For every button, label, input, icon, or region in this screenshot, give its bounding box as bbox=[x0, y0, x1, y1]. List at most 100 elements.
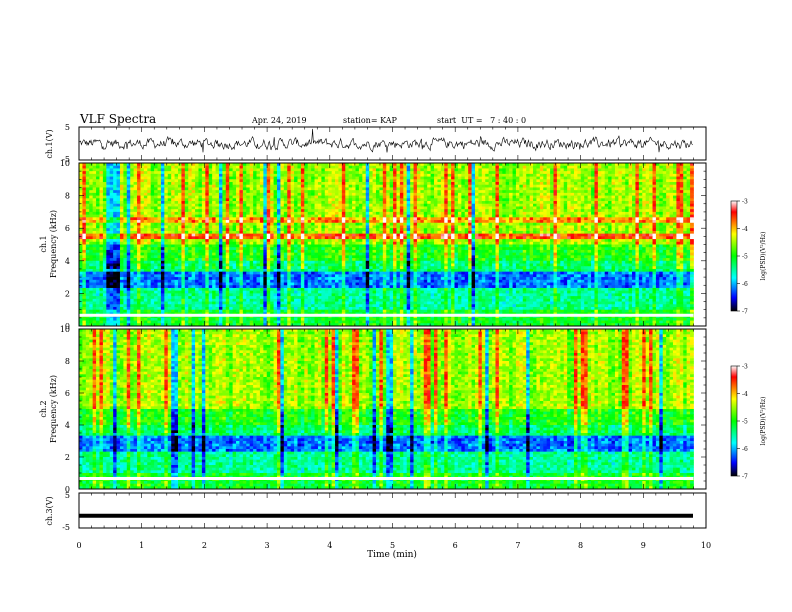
spectrogram-cell bbox=[267, 225, 271, 228]
spectrogram-cell bbox=[332, 223, 336, 226]
spectrogram-cell bbox=[653, 223, 657, 226]
spectrogram-cell bbox=[178, 204, 182, 207]
spectrogram-cell bbox=[342, 179, 346, 182]
spectrogram-cell bbox=[680, 187, 684, 190]
spectrogram-cell bbox=[195, 234, 199, 237]
spectrogram-cell bbox=[499, 182, 503, 185]
spectrogram-cell bbox=[414, 193, 418, 196]
spectrogram-cell bbox=[386, 234, 390, 237]
spectrogram-cell bbox=[294, 187, 298, 190]
spectrogram-cell bbox=[158, 231, 162, 234]
spectrogram-cell bbox=[478, 217, 482, 220]
spectrogram-cell bbox=[342, 177, 346, 180]
spectrogram-cell bbox=[581, 193, 585, 196]
spectrogram-cell bbox=[86, 228, 90, 231]
spectrogram-cell bbox=[93, 204, 97, 207]
spectrogram-cell bbox=[670, 198, 674, 201]
spectrogram-cell bbox=[120, 201, 124, 204]
spectrogram-cell bbox=[383, 185, 387, 188]
spectrogram-cell bbox=[168, 206, 172, 209]
spectrogram-cell bbox=[622, 220, 626, 223]
spectrogram-cell bbox=[134, 231, 138, 234]
spectrogram-cell bbox=[622, 228, 626, 231]
spectrogram-cell bbox=[437, 209, 441, 212]
spectrogram-cell bbox=[267, 228, 271, 231]
spectrogram-cell bbox=[448, 220, 452, 223]
spectrogram-cell bbox=[591, 166, 595, 169]
spectrogram-cell bbox=[229, 193, 233, 196]
spectrogram-cell bbox=[349, 225, 353, 228]
spectrogram-cell bbox=[127, 171, 131, 174]
spectrogram-cell bbox=[639, 234, 643, 237]
spectrogram-cell bbox=[550, 182, 554, 185]
spectrogram-cell bbox=[216, 217, 220, 220]
spectrogram-cell bbox=[499, 217, 503, 220]
spectrogram-cell bbox=[506, 179, 510, 182]
spectrogram-cell bbox=[622, 174, 626, 177]
spectrogram-cell bbox=[523, 217, 527, 220]
spectrogram-cell bbox=[431, 182, 435, 185]
spectrogram-cell bbox=[451, 168, 455, 171]
spectrogram-cell bbox=[257, 193, 261, 196]
spectrogram-cell bbox=[547, 234, 551, 237]
spectrogram-cell bbox=[253, 225, 257, 228]
spectrogram-cell bbox=[571, 215, 575, 218]
spectrogram-cell bbox=[635, 171, 639, 174]
spectrogram-cell bbox=[509, 234, 513, 237]
spectrogram-cell bbox=[673, 171, 677, 174]
spectrogram-cell bbox=[608, 182, 612, 185]
spectrogram-cell bbox=[161, 193, 165, 196]
spectrogram-cell bbox=[222, 185, 226, 188]
spectrogram-cell bbox=[516, 234, 520, 237]
spectrogram-cell bbox=[414, 212, 418, 215]
spectrogram-cell bbox=[403, 196, 407, 199]
spectrogram-cell bbox=[461, 223, 465, 226]
spectrogram-cell bbox=[229, 168, 233, 171]
spectrogram-cell bbox=[451, 231, 455, 234]
spectrogram-cell bbox=[301, 177, 305, 180]
spectrogram-cell bbox=[642, 185, 646, 188]
spectrogram-cell bbox=[506, 225, 510, 228]
spectrogram-cell bbox=[297, 225, 301, 228]
spectrogram-cell bbox=[373, 225, 377, 228]
spectrogram-cell bbox=[181, 185, 185, 188]
spectrogram-cell bbox=[369, 225, 373, 228]
spectrogram-cell bbox=[472, 217, 476, 220]
spectrogram-cell bbox=[277, 185, 281, 188]
spectrogram-cell bbox=[99, 204, 103, 207]
spectrogram-cell bbox=[338, 174, 342, 177]
spectrogram-cell bbox=[472, 182, 476, 185]
spectrogram-cell bbox=[495, 225, 499, 228]
spectrogram-cell bbox=[284, 177, 288, 180]
spectrogram-cell bbox=[185, 179, 189, 182]
spectrogram-cell bbox=[117, 225, 121, 228]
spectrogram-cell bbox=[414, 225, 418, 228]
spectrogram-cell bbox=[229, 225, 233, 228]
spectrogram-cell bbox=[257, 196, 261, 199]
spectrogram-cell bbox=[605, 206, 609, 209]
spectrogram-cell bbox=[475, 212, 479, 215]
spectrogram-cell bbox=[315, 182, 319, 185]
spectrogram-cell bbox=[612, 223, 616, 226]
spectrogram-cell bbox=[178, 193, 182, 196]
spectrogram-cell bbox=[465, 198, 469, 201]
spectrogram-cell bbox=[591, 217, 595, 220]
spectrogram-cell bbox=[161, 171, 165, 174]
spectrogram-cell bbox=[328, 187, 332, 190]
spectrogram-cell bbox=[342, 217, 346, 220]
spectrogram-cell bbox=[605, 204, 609, 207]
spectrogram-cell bbox=[386, 179, 390, 182]
spectrogram-cell bbox=[226, 198, 230, 201]
spectrogram-cell bbox=[465, 182, 469, 185]
spectrogram-cell bbox=[158, 225, 162, 228]
spectrogram-cell bbox=[140, 166, 144, 169]
spectrogram-cell bbox=[359, 228, 363, 231]
spectrogram-cell bbox=[618, 168, 622, 171]
spectrogram-cell bbox=[499, 225, 503, 228]
spectrogram-cell bbox=[216, 228, 220, 231]
spectrogram-cell bbox=[653, 234, 657, 237]
spectrogram-cell bbox=[475, 179, 479, 182]
spectrogram-cell bbox=[192, 174, 196, 177]
spectrogram-cell bbox=[144, 190, 148, 193]
spectrogram-cell bbox=[236, 217, 240, 220]
